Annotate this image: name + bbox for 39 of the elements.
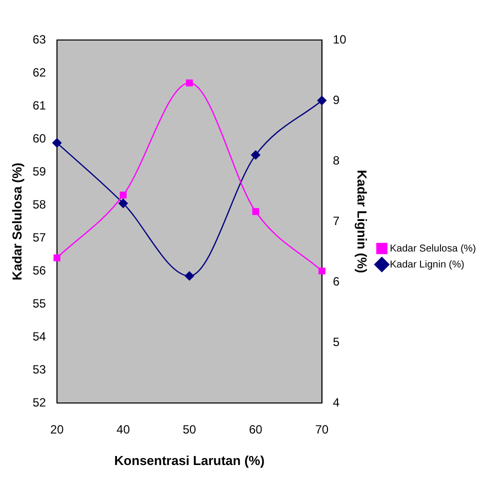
y-tick-label: 62 bbox=[32, 65, 46, 80]
y2-axis-title: Kadar Lignin (%) bbox=[354, 170, 370, 274]
legend-label: Kadar Selulosa (%) bbox=[390, 243, 476, 254]
y2-tick-label: 10 bbox=[332, 32, 347, 46]
y-tick-label: 55 bbox=[32, 296, 46, 310]
x-axis-title: Konsentrasi Larutan (%) bbox=[114, 452, 265, 468]
point bbox=[317, 96, 326, 106]
point bbox=[184, 271, 194, 281]
y-tick-label: 52 bbox=[32, 395, 46, 410]
y-axis-title: Kadar Selulosa (%) bbox=[9, 162, 24, 280]
y2-tick-label: 7 bbox=[332, 214, 340, 228]
x-tick-label: 60 bbox=[248, 422, 263, 437]
point bbox=[52, 138, 62, 148]
y-tick-label: 54 bbox=[32, 329, 46, 344]
y2-tick-label: 5 bbox=[332, 334, 340, 349]
y-tick-label: 61 bbox=[32, 98, 46, 112]
y2-tick-label: 6 bbox=[332, 274, 340, 288]
y2-tick-label: 8 bbox=[332, 153, 340, 168]
x-tick-label: 40 bbox=[116, 422, 130, 437]
y-tick-label: 53 bbox=[32, 362, 46, 376]
y-tick-label: 63 bbox=[32, 32, 46, 46]
point bbox=[120, 192, 127, 199]
point bbox=[186, 79, 193, 86]
x-tick-label: 50 bbox=[182, 422, 196, 437]
point bbox=[318, 268, 326, 274]
point bbox=[252, 208, 260, 216]
point bbox=[251, 150, 260, 160]
point bbox=[118, 198, 128, 208]
y2-tick-label: 4 bbox=[332, 395, 340, 410]
y-tick-label: 59 bbox=[32, 164, 46, 178]
legend-label: Kadar Lignin (%) bbox=[390, 259, 464, 270]
y2-tick-label: 9 bbox=[332, 92, 340, 107]
x-tick-label: 20 bbox=[50, 422, 64, 437]
x-tick-label: 70 bbox=[315, 422, 329, 437]
y-tick-label: 57 bbox=[32, 230, 46, 244]
point bbox=[54, 254, 60, 262]
y-tick-label: 56 bbox=[32, 263, 46, 278]
y-tick-label: 58 bbox=[32, 197, 46, 212]
y-tick-label: 60 bbox=[32, 131, 46, 146]
